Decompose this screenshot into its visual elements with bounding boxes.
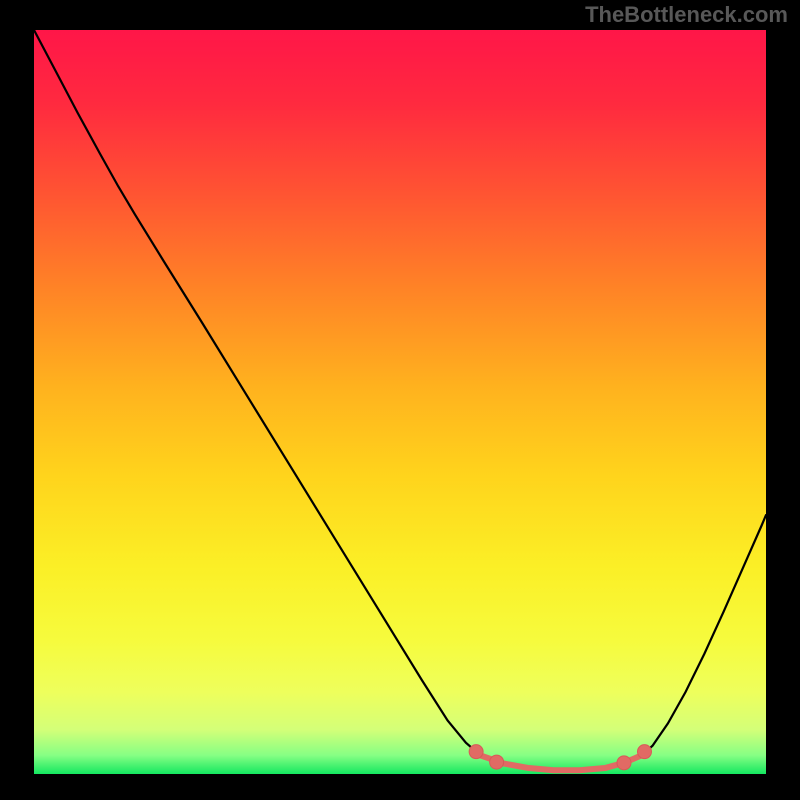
marker-dot (469, 745, 483, 759)
watermark-text: TheBottleneck.com (585, 2, 788, 28)
marker-dot (617, 756, 631, 770)
bottleneck-plot (34, 30, 766, 774)
marker-dot (490, 755, 504, 769)
gradient-background (34, 30, 766, 774)
marker-dot (637, 745, 651, 759)
chart-frame: TheBottleneck.com (0, 0, 800, 800)
